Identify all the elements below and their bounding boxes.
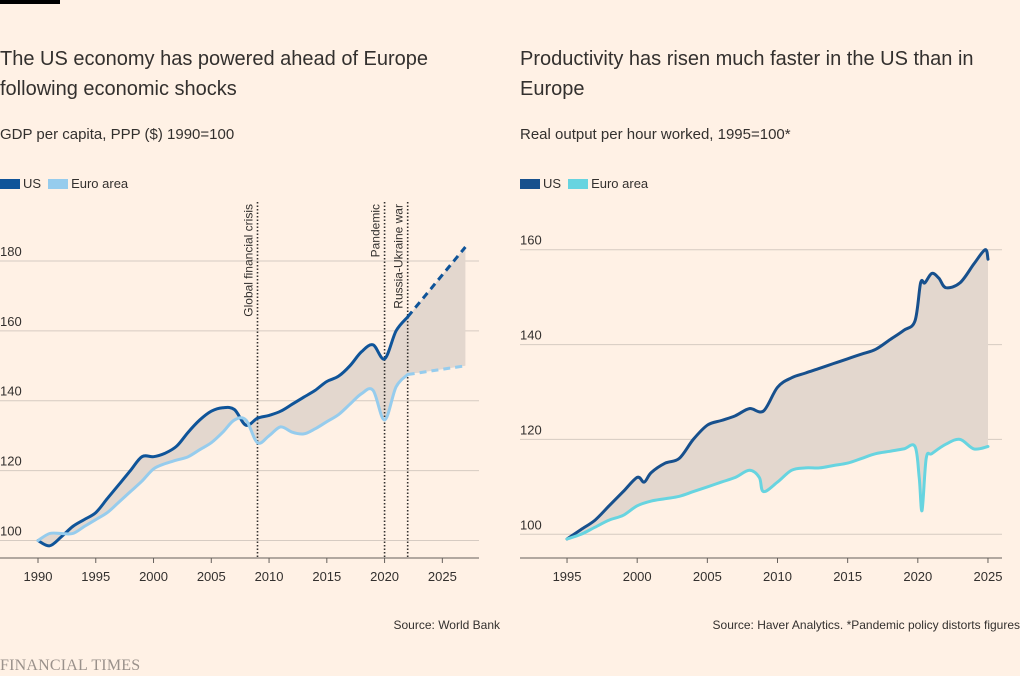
chart-source: Source: World Bank [393, 618, 501, 632]
series-line-us [565, 248, 990, 541]
legend-swatch-us [520, 178, 540, 189]
x-tick-label: 2010 [763, 569, 792, 584]
legend-label-us: US [23, 176, 42, 191]
legend: US Euro area [520, 176, 655, 191]
y-tick-label: 180 [0, 244, 22, 259]
ft-logo: FINANCIAL TIMES [0, 657, 141, 674]
series-projection-euro-area [407, 364, 466, 376]
x-tick-label: 2005 [197, 569, 226, 584]
gap-area [38, 247, 466, 546]
series-line-euro-area [565, 437, 990, 541]
y-tick-label: 120 [0, 454, 22, 469]
productivity-line-chart: 100 120 140 160 1995 2000 2005 2010 2015 2020 2025 [520, 233, 1003, 584]
y-tick-label: 140 [520, 328, 542, 343]
legend-swatch-euro-area [568, 178, 589, 189]
x-tick-label: 2025 [974, 569, 1003, 584]
y-tick-label: 100 [0, 524, 22, 539]
y-tick-label: 140 [0, 384, 22, 399]
y-tick-label: 120 [520, 422, 542, 437]
event-marker-label: Global financial crisis [242, 204, 256, 317]
y-tick-label: 160 [520, 233, 542, 248]
chart-source: Source: Haver Analytics. *Pandemic polic… [712, 618, 1020, 632]
x-tick-label: 2015 [312, 569, 341, 584]
y-tick-label: 160 [0, 314, 22, 329]
x-tick-label: 2000 [139, 569, 168, 584]
chart-title: The US economy has powered ahead of Euro… [0, 48, 429, 100]
legend-item-euro-area: Euro area [48, 176, 128, 191]
series-line-euro-area [36, 373, 410, 542]
legend-label-euro-area: Euro area [71, 176, 129, 191]
chart-title: Productivity has risen much faster in th… [520, 48, 974, 100]
y-tick-label: 100 [520, 517, 542, 532]
legend-label-euro-area: Euro area [591, 176, 649, 191]
legend-swatch-euro-area [48, 178, 69, 189]
legend-swatch-us [0, 178, 20, 189]
chart-subtitle: Real output per hour worked, 1995=100* [520, 126, 791, 143]
series-projection-us [406, 246, 467, 318]
x-tick-label: 2010 [255, 569, 284, 584]
right-chart-panel: Productivity has risen much faster in th… [520, 0, 1020, 676]
left-chart-panel: The US economy has powered ahead of Euro… [0, 0, 500, 676]
x-tick-label: 2020 [903, 569, 932, 584]
x-tick-label: 1995 [553, 569, 582, 584]
x-tick-label: 2020 [370, 569, 399, 584]
event-marker-label: Russia-Ukraine war [392, 204, 406, 309]
legend-item-us: US [520, 176, 561, 191]
chart-subtitle: GDP per capita, PPP ($) 1990=100 [0, 126, 235, 143]
legend-item-euro-area: Euro area [568, 176, 648, 191]
series-line-us [36, 315, 410, 548]
x-tick-label: 1995 [81, 569, 110, 584]
x-tick-label: 2025 [428, 569, 457, 584]
legend-item-us: US [0, 176, 41, 191]
gdp-line-chart: 100 120 140 160 180 1990 1995 2000 2005 2010 2015 2… [0, 202, 479, 584]
x-tick-label: 2005 [693, 569, 722, 584]
x-tick-label: 2015 [833, 569, 862, 584]
gap-area [567, 249, 988, 539]
x-tick-label: 2000 [623, 569, 652, 584]
legend-label-us: US [543, 176, 562, 191]
event-marker-label: Pandemic [369, 204, 383, 257]
legend: US Euro area [0, 176, 135, 191]
brand-top-bar [0, 0, 60, 4]
x-tick-label: 1990 [24, 569, 53, 584]
